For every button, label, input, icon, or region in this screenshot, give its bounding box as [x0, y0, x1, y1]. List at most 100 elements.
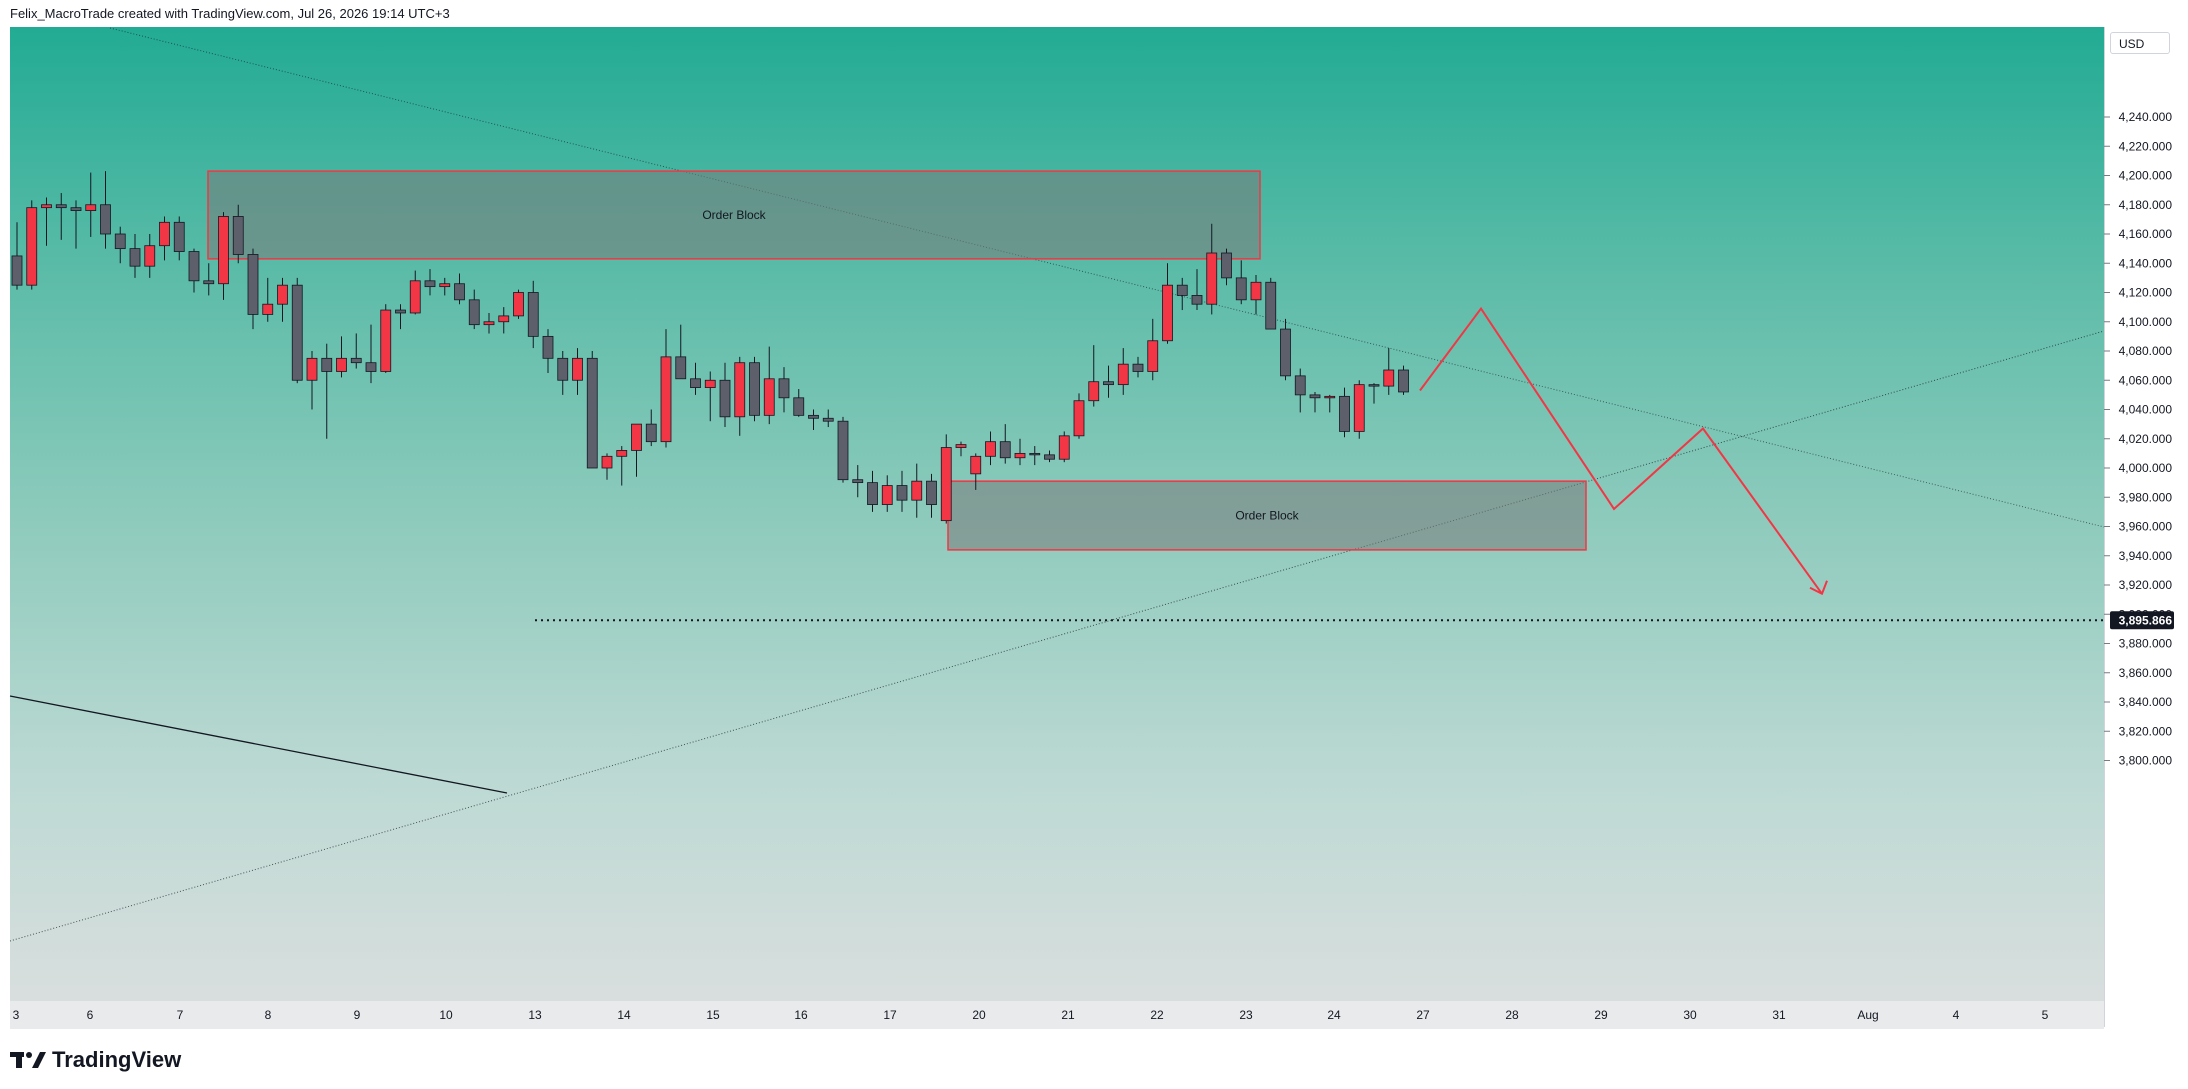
candle[interactable] [1191, 269, 1203, 311]
candle[interactable] [321, 343, 333, 439]
candle[interactable] [704, 371, 716, 422]
candle[interactable] [955, 441, 967, 457]
candle[interactable] [940, 434, 952, 524]
candle[interactable] [1324, 394, 1336, 413]
candle[interactable] [1206, 223, 1218, 315]
candle[interactable] [1058, 431, 1070, 463]
candle[interactable] [926, 473, 937, 518]
support-line[interactable] [9, 695, 508, 794]
price-axis[interactable] [2104, 27, 2188, 1027]
candle[interactable] [749, 356, 760, 422]
candle[interactable] [439, 277, 451, 296]
candle[interactable] [690, 362, 701, 395]
candle[interactable] [808, 409, 819, 430]
candle[interactable] [11, 222, 23, 290]
candle[interactable] [173, 216, 185, 261]
tradingview-logo[interactable]: TradingView [10, 1046, 181, 1074]
candle[interactable] [1368, 383, 1380, 404]
candle[interactable] [1235, 260, 1247, 305]
candle[interactable] [70, 200, 82, 249]
candle[interactable] [793, 389, 805, 417]
candle[interactable] [822, 409, 834, 428]
candle[interactable] [144, 234, 156, 278]
candle[interactable] [454, 273, 465, 305]
candle[interactable] [527, 280, 539, 349]
candle[interactable] [1280, 318, 1291, 381]
candle[interactable] [1029, 446, 1041, 466]
projection-path[interactable] [1419, 306, 1823, 595]
candle[interactable] [1147, 318, 1159, 381]
candle[interactable] [1294, 368, 1306, 413]
candle[interactable] [483, 312, 495, 334]
candle[interactable] [778, 367, 790, 413]
candle[interactable] [631, 423, 642, 477]
candle[interactable] [1073, 393, 1085, 439]
candle[interactable] [247, 248, 259, 330]
candle[interactable] [1176, 277, 1188, 311]
candle[interactable] [55, 193, 67, 240]
candle[interactable] [572, 348, 583, 395]
candle[interactable] [1162, 263, 1173, 344]
candle[interactable] [203, 263, 215, 296]
candle[interactable] [100, 171, 111, 249]
candle[interactable] [999, 424, 1011, 464]
candle[interactable] [188, 248, 200, 293]
candle[interactable] [1250, 274, 1262, 315]
candle[interactable] [129, 234, 141, 278]
candle[interactable] [365, 324, 377, 384]
candle[interactable] [601, 453, 613, 480]
candle[interactable] [498, 307, 510, 334]
candle[interactable] [542, 329, 554, 373]
ascending-trendline[interactable] [9, 330, 2105, 942]
candle[interactable] [336, 336, 347, 378]
candle[interactable] [1398, 365, 1409, 395]
candle[interactable] [1014, 438, 1026, 466]
candle[interactable] [645, 409, 657, 447]
candle[interactable] [1088, 345, 1100, 407]
candle[interactable] [881, 475, 893, 512]
time-axis[interactable] [10, 1001, 2104, 1029]
candle[interactable] [114, 226, 126, 264]
candle[interactable] [867, 470, 878, 512]
candle[interactable] [468, 289, 480, 330]
order-block-zone[interactable] [207, 170, 1261, 260]
candle[interactable] [763, 346, 775, 425]
candle[interactable] [852, 465, 864, 498]
candle[interactable] [1265, 277, 1277, 330]
candle[interactable] [424, 269, 436, 296]
candle[interactable] [26, 200, 38, 290]
candle[interactable] [41, 197, 52, 246]
candle[interactable] [380, 304, 392, 373]
candle[interactable] [1383, 348, 1395, 395]
candle[interactable] [1132, 356, 1144, 378]
candle[interactable] [586, 351, 598, 469]
candle[interactable] [1044, 450, 1055, 463]
candle[interactable] [719, 362, 731, 428]
candle[interactable] [985, 431, 996, 466]
candle[interactable] [1221, 248, 1232, 286]
candle[interactable] [1103, 365, 1114, 398]
candle[interactable] [660, 329, 672, 448]
candle[interactable] [734, 356, 746, 436]
candle[interactable] [675, 324, 687, 380]
candle[interactable] [85, 172, 97, 237]
candle[interactable] [232, 204, 244, 264]
candle[interactable] [291, 277, 303, 384]
candle[interactable] [1117, 348, 1129, 395]
candle[interactable] [395, 304, 406, 330]
candle[interactable] [970, 453, 982, 490]
candle[interactable] [306, 351, 318, 410]
candle[interactable] [513, 289, 524, 319]
candle[interactable] [218, 212, 229, 300]
candle[interactable] [1309, 391, 1321, 413]
candle[interactable] [159, 216, 170, 261]
currency-selector[interactable]: USD [2110, 32, 2170, 54]
candle[interactable] [277, 277, 288, 322]
candle[interactable] [911, 463, 923, 518]
candle[interactable] [409, 270, 421, 315]
candle[interactable] [896, 470, 908, 512]
candle[interactable] [837, 416, 849, 483]
descending-trendline[interactable] [109, 27, 2105, 528]
candle[interactable] [616, 446, 628, 486]
